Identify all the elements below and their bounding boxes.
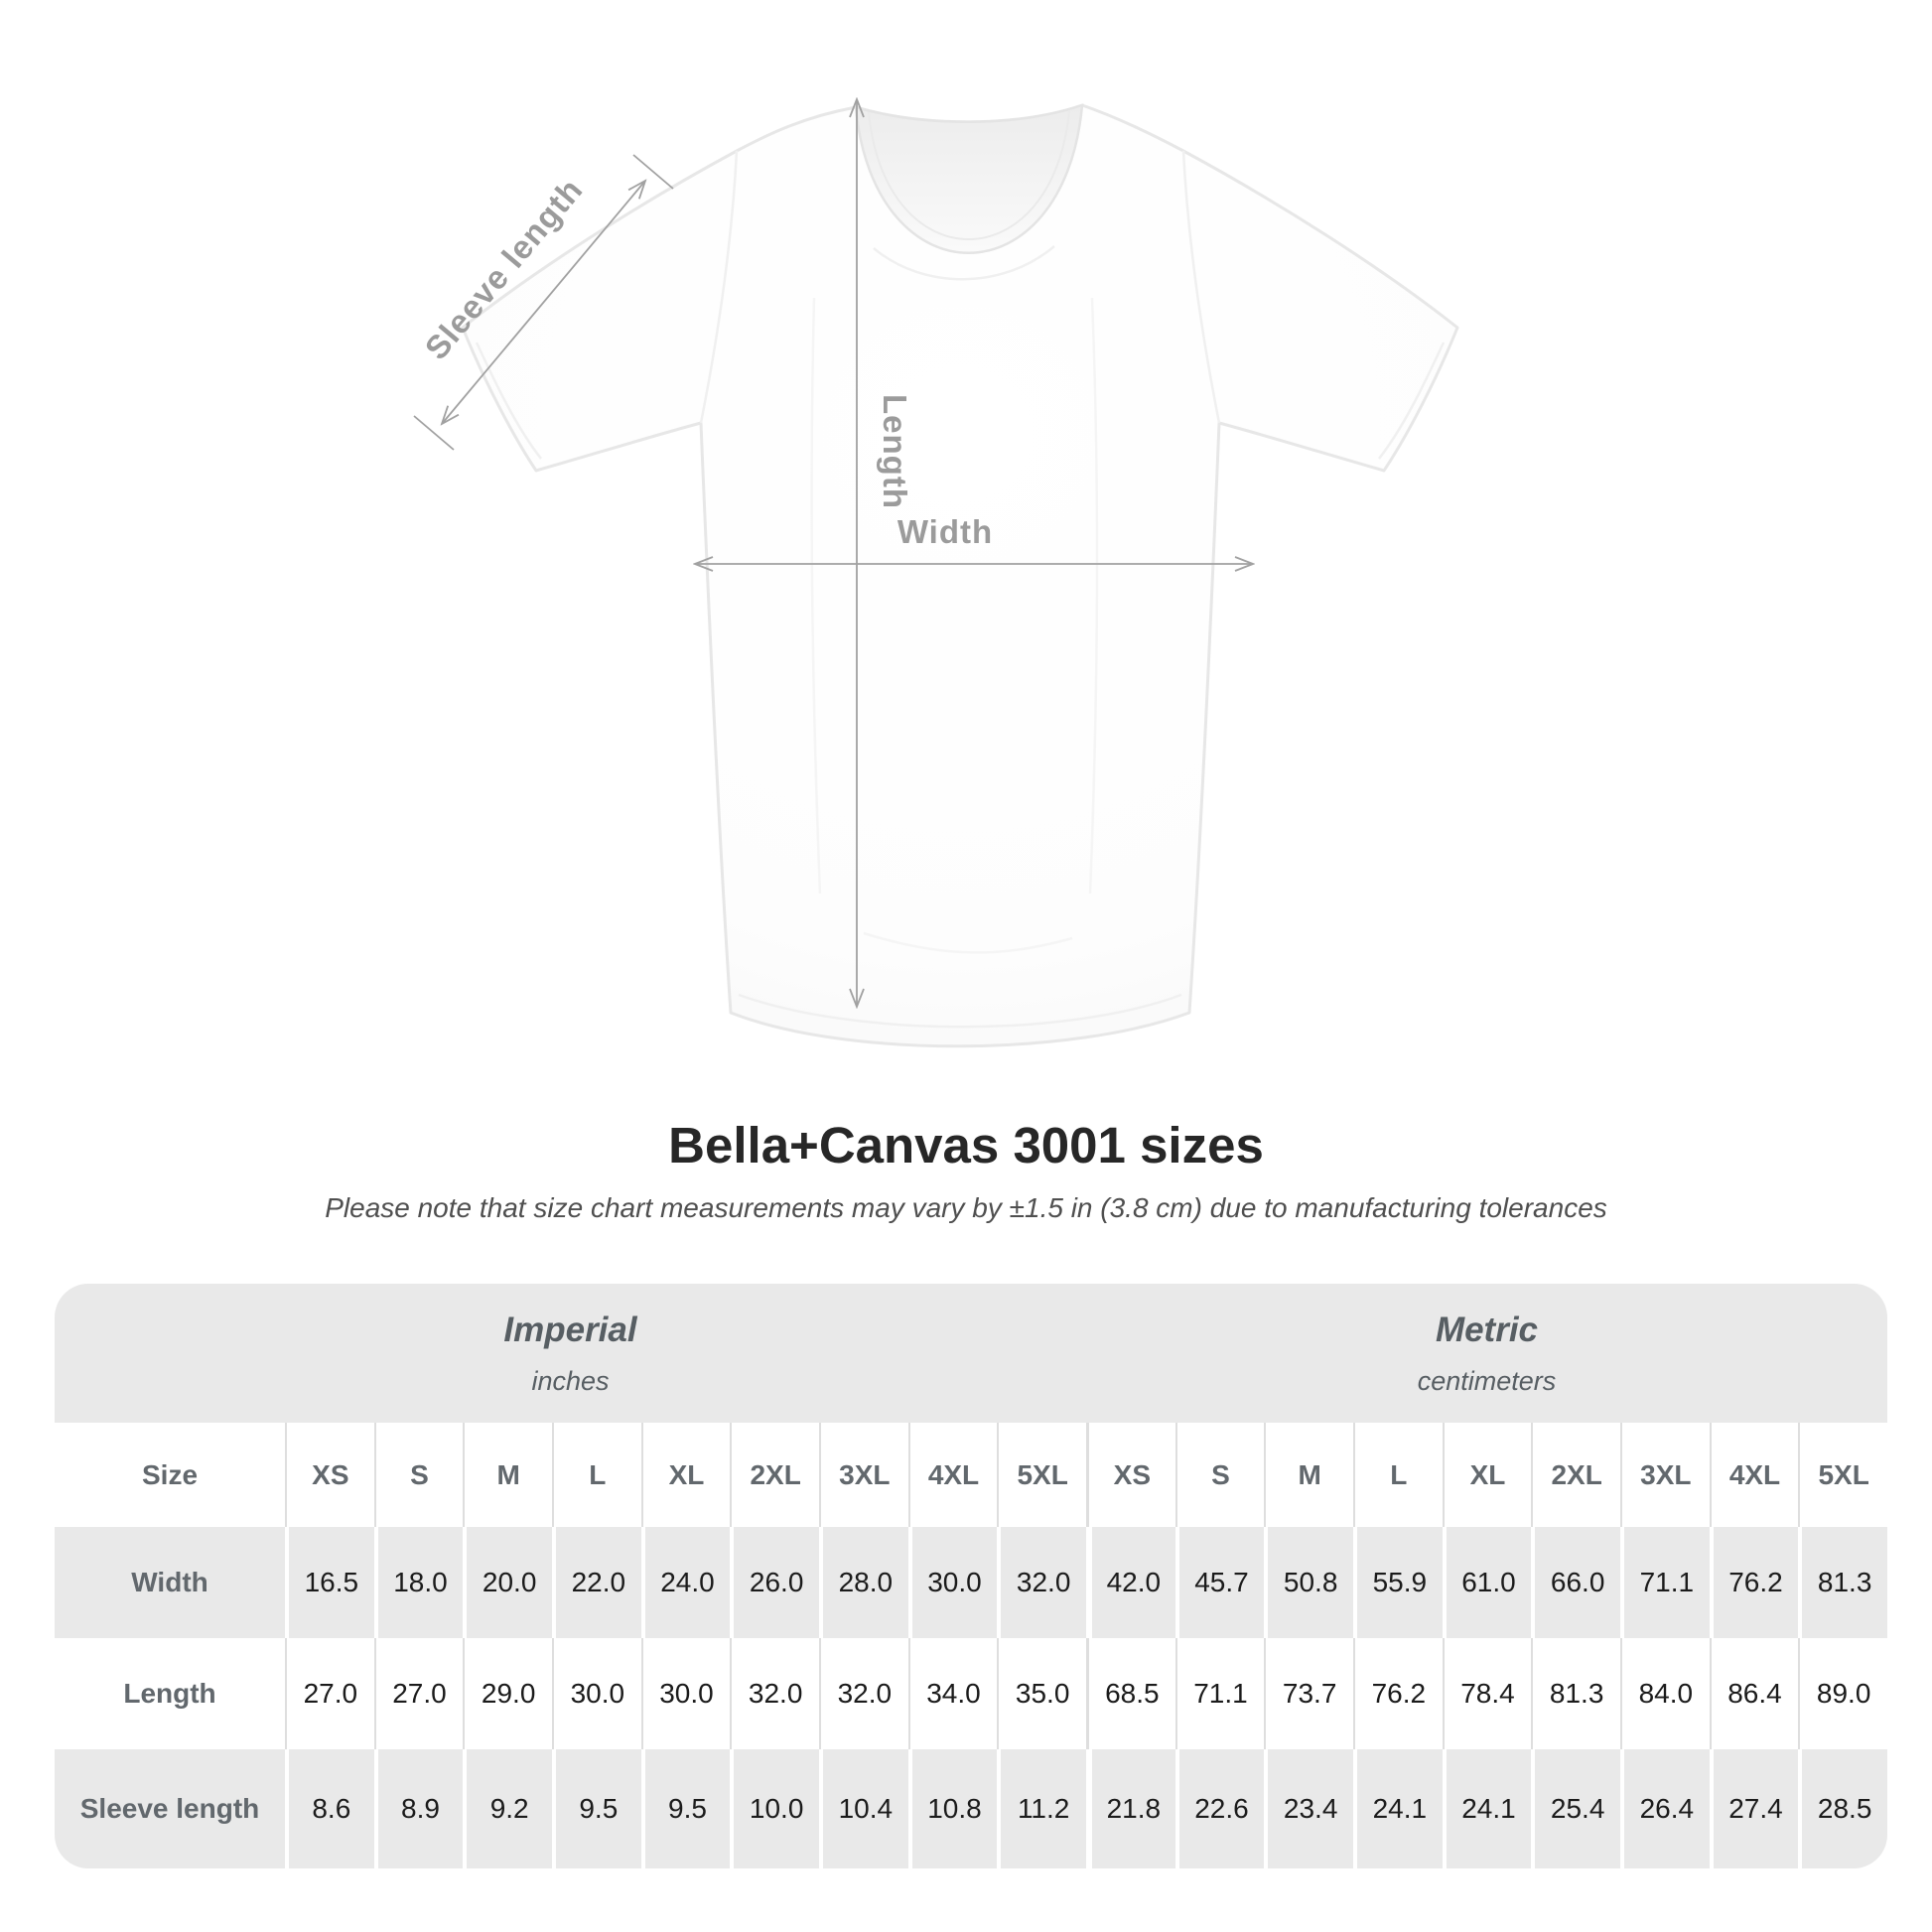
value-imperial-width-4xl: 30.0 — [907, 1527, 998, 1638]
tshirt-graphic — [461, 103, 1459, 1048]
section-header-imperial-unit: inches — [531, 1365, 610, 1396]
value-metric-sleeve-length-l: 24.1 — [1352, 1749, 1443, 1868]
size-column-header: Size — [55, 1423, 285, 1527]
value-imperial-sleeve-length-l: 9.5 — [551, 1749, 641, 1868]
size-header-metric-xl: XL — [1442, 1423, 1532, 1527]
width-dimension-arrow: Width — [695, 513, 1253, 564]
value-imperial-sleeve-length-4xl: 10.8 — [907, 1749, 998, 1868]
value-metric-length-xs: 68.5 — [1085, 1638, 1175, 1749]
value-imperial-sleeve-length-xs: 8.6 — [285, 1749, 374, 1868]
size-header-metric-s: S — [1174, 1423, 1265, 1527]
section-header-imperial-name: Imperial — [503, 1310, 637, 1349]
size-header-imperial-m: M — [463, 1423, 552, 1527]
value-metric-width-2xl: 66.0 — [1531, 1527, 1620, 1638]
value-imperial-width-2xl: 26.0 — [730, 1527, 819, 1638]
size-header-imperial-4xl: 4XL — [907, 1423, 998, 1527]
row-label-sleeve-length: Sleeve length — [55, 1749, 285, 1868]
value-imperial-width-3xl: 28.0 — [818, 1527, 908, 1638]
value-imperial-length-3xl: 32.0 — [818, 1638, 908, 1749]
section-header-metric-unit: centimeters — [1417, 1365, 1557, 1396]
value-metric-length-m: 73.7 — [1264, 1638, 1353, 1749]
size-header-metric-m: M — [1264, 1423, 1353, 1527]
value-imperial-length-l: 30.0 — [551, 1638, 641, 1749]
value-imperial-width-m: 20.0 — [463, 1527, 552, 1638]
value-metric-width-3xl: 71.1 — [1619, 1527, 1710, 1638]
size-header-metric-xs: XS — [1085, 1423, 1175, 1527]
value-metric-width-4xl: 76.2 — [1709, 1527, 1799, 1638]
value-imperial-length-5xl: 35.0 — [997, 1638, 1086, 1749]
size-header-metric-5xl: 5XL — [1798, 1423, 1887, 1527]
value-imperial-length-s: 27.0 — [373, 1638, 464, 1749]
section-header-metric-name: Metric — [1435, 1310, 1539, 1349]
value-imperial-sleeve-length-2xl: 10.0 — [730, 1749, 819, 1868]
size-header-imperial-xl: XL — [640, 1423, 731, 1527]
size-header-imperial-l: L — [551, 1423, 641, 1527]
value-imperial-width-5xl: 32.0 — [997, 1527, 1086, 1638]
value-imperial-length-m: 29.0 — [463, 1638, 552, 1749]
value-metric-length-4xl: 86.4 — [1709, 1638, 1799, 1749]
size-header-imperial-xs: XS — [285, 1423, 374, 1527]
value-metric-width-l: 55.9 — [1352, 1527, 1443, 1638]
value-imperial-length-2xl: 32.0 — [730, 1638, 819, 1749]
value-metric-sleeve-length-xl: 24.1 — [1442, 1749, 1532, 1868]
value-imperial-sleeve-length-5xl: 11.2 — [997, 1749, 1086, 1868]
value-imperial-length-4xl: 34.0 — [907, 1638, 998, 1749]
value-metric-sleeve-length-3xl: 26.4 — [1619, 1749, 1710, 1868]
size-header-metric-3xl: 3XL — [1619, 1423, 1710, 1527]
value-metric-length-xl: 78.4 — [1442, 1638, 1532, 1749]
value-metric-width-xl: 61.0 — [1442, 1527, 1532, 1638]
row-label-length: Length — [55, 1638, 285, 1749]
value-metric-sleeve-length-2xl: 25.4 — [1531, 1749, 1620, 1868]
title-block: Bella+Canvas 3001 sizes Please note that… — [0, 1116, 1932, 1224]
section-header-imperial: Imperial inches — [55, 1284, 1086, 1423]
value-metric-width-s: 45.7 — [1174, 1527, 1265, 1638]
value-metric-width-m: 50.8 — [1264, 1527, 1353, 1638]
value-metric-length-l: 76.2 — [1352, 1638, 1443, 1749]
value-metric-width-5xl: 81.3 — [1798, 1527, 1887, 1638]
size-header-imperial-5xl: 5XL — [997, 1423, 1086, 1527]
value-metric-length-2xl: 81.3 — [1531, 1638, 1620, 1749]
value-imperial-width-s: 18.0 — [373, 1527, 464, 1638]
value-imperial-width-xs: 16.5 — [285, 1527, 374, 1638]
value-metric-sleeve-length-m: 23.4 — [1264, 1749, 1353, 1868]
value-imperial-sleeve-length-3xl: 10.4 — [818, 1749, 908, 1868]
value-imperial-sleeve-length-m: 9.2 — [463, 1749, 552, 1868]
tolerance-note: Please note that size chart measurements… — [325, 1192, 1607, 1223]
value-imperial-length-xl: 30.0 — [640, 1638, 731, 1749]
size-header-imperial-3xl: 3XL — [818, 1423, 908, 1527]
value-metric-sleeve-length-xs: 21.8 — [1085, 1749, 1175, 1868]
page-title: Bella+Canvas 3001 sizes — [668, 1117, 1264, 1173]
length-label: Length — [877, 394, 913, 509]
value-metric-length-3xl: 84.0 — [1619, 1638, 1710, 1749]
section-header-metric: Metric centimeters — [1085, 1284, 1887, 1423]
value-imperial-sleeve-length-s: 8.9 — [373, 1749, 464, 1868]
length-dimension-arrow: Length — [857, 99, 913, 1007]
value-metric-sleeve-length-4xl: 27.4 — [1709, 1749, 1799, 1868]
value-imperial-width-l: 22.0 — [551, 1527, 641, 1638]
width-label: Width — [897, 513, 993, 550]
value-metric-sleeve-length-s: 22.6 — [1174, 1749, 1265, 1868]
value-metric-length-5xl: 89.0 — [1798, 1638, 1887, 1749]
size-header-imperial-2xl: 2XL — [730, 1423, 819, 1527]
row-label-width: Width — [55, 1527, 285, 1638]
value-imperial-sleeve-length-xl: 9.5 — [640, 1749, 731, 1868]
value-metric-sleeve-length-5xl: 28.5 — [1798, 1749, 1887, 1868]
size-table: Imperial inches Metric centimeters Size XS S M L… — [55, 1284, 1887, 1868]
size-header-metric-4xl: 4XL — [1709, 1423, 1799, 1527]
tshirt-measurement-diagram: Length Width Sleeve length — [413, 0, 1459, 1048]
size-header-metric-l: L — [1352, 1423, 1443, 1527]
value-imperial-width-xl: 24.0 — [640, 1527, 731, 1638]
size-header-metric-2xl: 2XL — [1531, 1423, 1620, 1527]
value-imperial-length-xs: 27.0 — [285, 1638, 374, 1749]
size-header-imperial-s: S — [373, 1423, 464, 1527]
value-metric-width-xs: 42.0 — [1085, 1527, 1175, 1638]
value-metric-length-s: 71.1 — [1174, 1638, 1265, 1749]
